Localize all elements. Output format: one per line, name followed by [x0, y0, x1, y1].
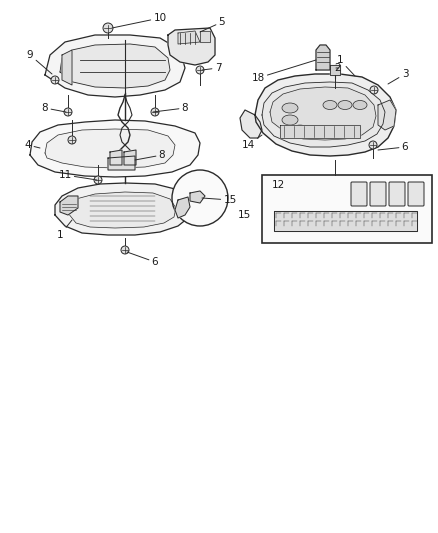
- Text: 15: 15: [237, 210, 250, 220]
- FancyBboxPatch shape: [388, 182, 404, 206]
- Text: 9: 9: [27, 50, 52, 74]
- Circle shape: [94, 176, 102, 184]
- Polygon shape: [45, 35, 184, 97]
- Polygon shape: [45, 129, 175, 168]
- Ellipse shape: [281, 115, 297, 125]
- Ellipse shape: [337, 101, 351, 109]
- Polygon shape: [108, 156, 135, 170]
- Polygon shape: [190, 191, 205, 203]
- Polygon shape: [124, 150, 136, 165]
- Circle shape: [172, 170, 227, 226]
- Text: 8: 8: [42, 103, 66, 113]
- Text: 5: 5: [200, 17, 225, 32]
- Polygon shape: [55, 183, 190, 235]
- Polygon shape: [60, 44, 170, 88]
- Text: 11: 11: [58, 170, 97, 180]
- Polygon shape: [377, 100, 395, 130]
- Polygon shape: [261, 82, 384, 147]
- Text: 10: 10: [112, 13, 166, 28]
- Circle shape: [151, 108, 159, 116]
- Polygon shape: [68, 192, 176, 228]
- Polygon shape: [168, 28, 215, 65]
- Circle shape: [64, 108, 72, 116]
- Text: 8: 8: [135, 150, 165, 160]
- Text: 1: 1: [336, 55, 354, 76]
- Ellipse shape: [322, 101, 336, 109]
- Polygon shape: [269, 87, 375, 140]
- Circle shape: [369, 86, 377, 94]
- Circle shape: [195, 66, 204, 74]
- Circle shape: [51, 76, 59, 84]
- Ellipse shape: [281, 103, 297, 113]
- Text: 12: 12: [272, 180, 285, 190]
- Polygon shape: [177, 31, 200, 44]
- Text: 6: 6: [127, 252, 158, 267]
- Polygon shape: [279, 125, 359, 138]
- Polygon shape: [30, 120, 200, 177]
- Polygon shape: [62, 50, 72, 85]
- Text: 14: 14: [241, 135, 261, 150]
- Polygon shape: [254, 74, 395, 156]
- Polygon shape: [60, 196, 78, 215]
- Polygon shape: [273, 211, 416, 231]
- Text: 3: 3: [387, 69, 407, 84]
- Polygon shape: [329, 65, 339, 75]
- Polygon shape: [200, 31, 209, 42]
- FancyBboxPatch shape: [369, 182, 385, 206]
- Ellipse shape: [352, 101, 366, 109]
- Text: 15: 15: [201, 195, 236, 205]
- Text: 1: 1: [57, 220, 72, 240]
- FancyBboxPatch shape: [407, 182, 423, 206]
- FancyBboxPatch shape: [261, 175, 431, 243]
- FancyBboxPatch shape: [350, 182, 366, 206]
- Polygon shape: [175, 197, 190, 218]
- Circle shape: [368, 141, 376, 149]
- Text: 18: 18: [251, 60, 315, 83]
- Polygon shape: [240, 110, 261, 138]
- Polygon shape: [110, 150, 122, 165]
- Text: 8: 8: [153, 103, 188, 113]
- Circle shape: [121, 246, 129, 254]
- Circle shape: [68, 136, 76, 144]
- Text: 7: 7: [201, 63, 221, 73]
- Text: 4: 4: [25, 140, 40, 150]
- Ellipse shape: [291, 125, 307, 135]
- Circle shape: [103, 23, 113, 33]
- Text: 6: 6: [377, 142, 407, 152]
- Polygon shape: [315, 45, 329, 70]
- Text: 2: 2: [334, 63, 340, 73]
